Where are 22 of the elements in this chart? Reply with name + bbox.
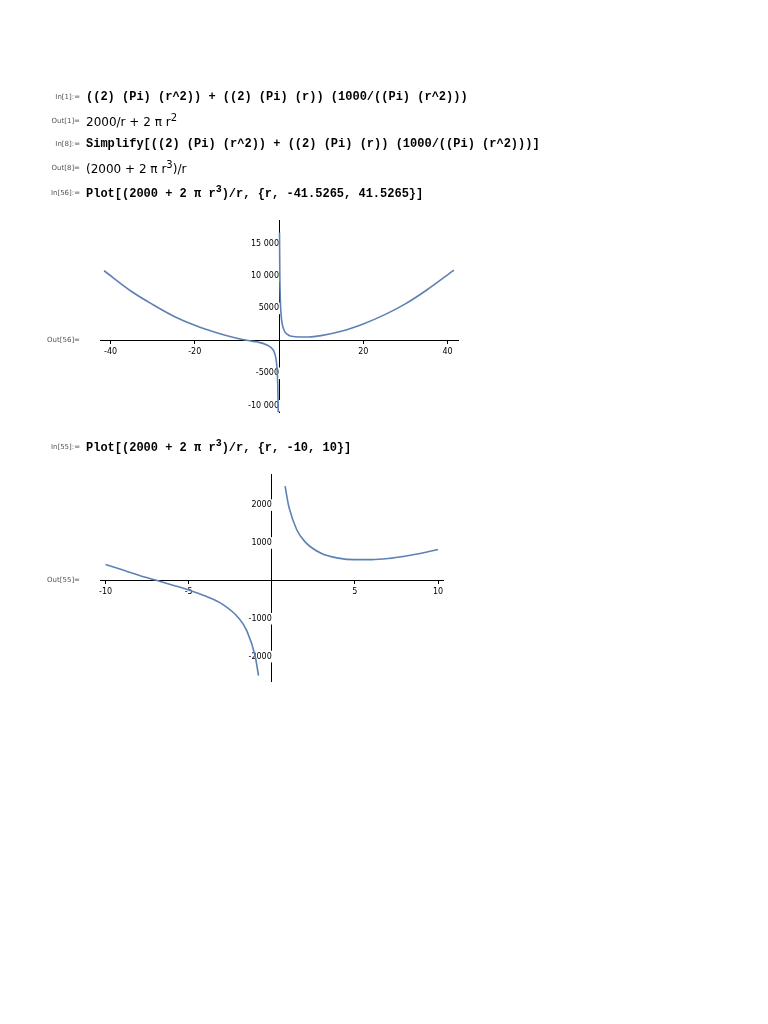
y-tick-label: 2000 bbox=[251, 500, 272, 510]
text: 2000/r + 2 π r$^{2}$ bbox=[86, 112, 177, 129]
text: Simplify[((2) (Pi) (r^2)) + ((2) (Pi) (r)) (1000/((Pi) (r^2)))] bbox=[86, 137, 540, 151]
text: ((2) (Pi) (r^2)) + ((2) (Pi) (r)) (1000/((Pi) (r^2))) bbox=[86, 90, 468, 104]
x-tick-label: 20 bbox=[358, 346, 369, 356]
text: (2000 + 2 π r$^{3}$)/r bbox=[86, 159, 187, 176]
line-series bbox=[284, 485, 439, 561]
y-tick-label: -1000 bbox=[248, 613, 272, 623]
x-tick-label: 40 bbox=[442, 346, 453, 356]
text: Plot[(2000 + 2 π r$^{3}$)/r, {r, -10, 10}] bbox=[86, 438, 352, 455]
y-tick-label: 10 000 bbox=[251, 271, 279, 281]
line-series bbox=[278, 231, 455, 338]
y-tick-label: 1000 bbox=[251, 538, 272, 548]
x-tick-label: -20 bbox=[188, 346, 202, 356]
y-tick-label: 5000 bbox=[258, 303, 279, 313]
x-tick-label: -10 bbox=[99, 586, 113, 596]
x-tick-label: -40 bbox=[103, 346, 118, 356]
x-tick-label: 5 bbox=[352, 586, 358, 596]
line-series bbox=[103, 269, 280, 413]
y-tick-label: 15 000 bbox=[251, 238, 279, 248]
x-tick-label: 10 bbox=[432, 586, 444, 596]
text: Plot[(2000 + 2 π r$^{3}$)/r, {r, -41.5265, 41.5265}] bbox=[86, 184, 424, 201]
